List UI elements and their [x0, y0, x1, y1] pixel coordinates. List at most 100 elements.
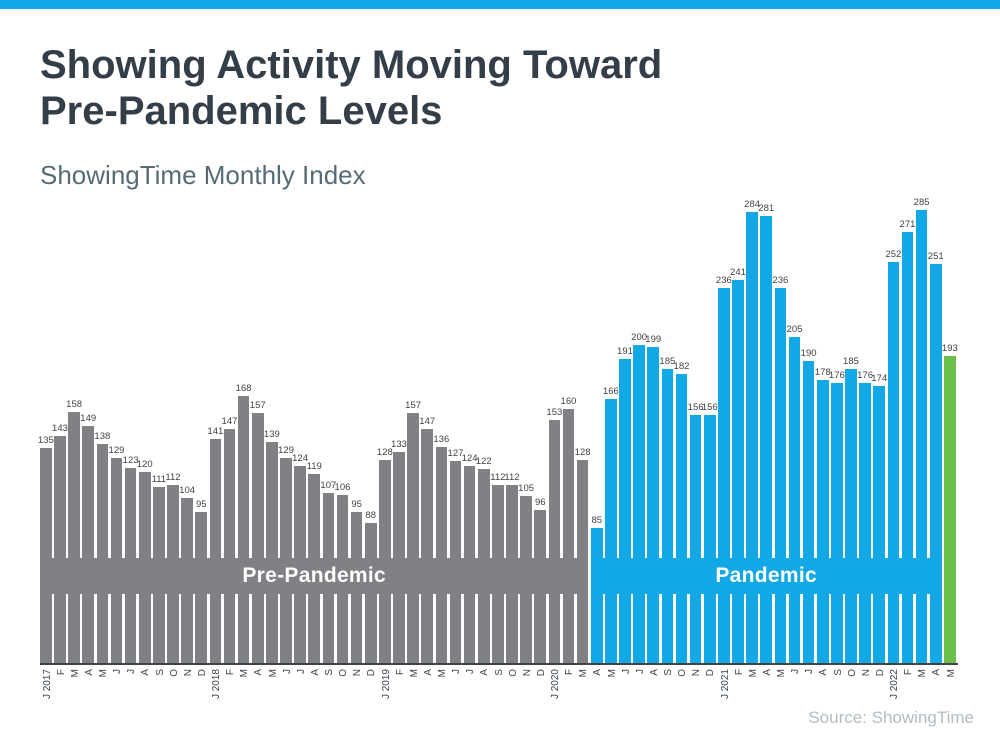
bar-slot: 143	[52, 210, 68, 663]
x-axis-cell: N	[351, 665, 365, 725]
x-axis-label: N	[182, 669, 194, 677]
bar-value-label: 111	[151, 473, 167, 485]
bar-slot: 129	[278, 210, 294, 663]
bar-value-label: 185	[659, 355, 676, 367]
x-axis-cell: A	[647, 665, 661, 725]
x-axis-label: J	[790, 669, 802, 674]
x-axis-label: J 2019	[380, 669, 392, 700]
x-axis-label: J	[112, 669, 124, 674]
x-axis-label: M	[437, 669, 449, 678]
bar-value-label: 120	[136, 459, 153, 471]
x-axis-label: M	[776, 669, 788, 678]
bar-value-label: 200	[631, 332, 648, 344]
bar-n-58: 176	[857, 370, 873, 663]
bar-j-2018-12: 141	[207, 426, 223, 663]
bar-a-15: 157	[250, 400, 266, 663]
bar-value-label: 149	[80, 413, 97, 425]
x-axis-cell: O	[167, 665, 181, 725]
bar-value-label: 128	[376, 446, 393, 458]
plot-area: 135 143 158 149 138 129 123 120 111 112 104 95 141 14…	[38, 197, 958, 663]
bar-n-46: 156	[688, 402, 704, 663]
bar-value-label: 190	[800, 348, 817, 360]
bar-value-label: 153	[546, 406, 563, 418]
bar-m-26: 157	[405, 400, 421, 663]
bar-value-label: 107	[320, 479, 337, 491]
bar-value-label: 96	[534, 497, 546, 509]
x-axis-label: J 2017	[41, 669, 53, 700]
source-credit: Source: ShowingTime	[808, 708, 974, 727]
x-axis-cell: M	[238, 665, 252, 725]
bar-value-label: 105	[518, 483, 535, 495]
bar-slot: 166	[603, 210, 619, 663]
x-axis-label: O	[677, 669, 689, 677]
x-axis-cell: D	[365, 665, 379, 725]
bar-value-label: 199	[645, 333, 662, 345]
bar-slot: 106	[334, 210, 351, 663]
x-axis-label: A	[931, 669, 943, 676]
bar-slot: 168	[236, 210, 252, 663]
bar-slot: 157	[250, 210, 266, 663]
x-axis-cell: J	[464, 665, 478, 725]
bar-f-25: 133	[391, 439, 407, 663]
x-axis-cell: N	[181, 665, 195, 725]
x-axis-cell: J	[450, 665, 464, 725]
bar-value-label: 139	[263, 429, 280, 441]
x-axis-label: D	[874, 669, 886, 677]
bar-slot: 112	[165, 210, 181, 663]
x-axis-label: D	[366, 669, 378, 677]
x-axis-cell: M	[436, 665, 450, 725]
x-axis-cell: J 2020	[549, 665, 563, 725]
bar-value-label: 236	[715, 274, 732, 286]
bar-slot: 124	[462, 210, 478, 663]
x-axis-label: N	[352, 669, 364, 677]
x-axis-label: M	[98, 669, 110, 678]
x-axis-cell: A	[591, 665, 605, 725]
x-axis-label: O	[507, 669, 519, 677]
bar-slot: 185	[659, 210, 676, 663]
bar-slot: 178	[815, 210, 831, 663]
bar-slot: 285	[914, 197, 930, 663]
bar-value-label: 119	[306, 460, 322, 472]
bar-slot: 123	[122, 210, 139, 663]
x-axis-label: F	[394, 669, 406, 676]
bar-value-label: 106	[334, 481, 351, 493]
x-axis-label: M	[747, 669, 759, 678]
bar-slot: 139	[264, 210, 280, 663]
x-axis-label: D	[705, 669, 717, 677]
bar-slot: 156	[688, 210, 704, 663]
x-axis-cell: S	[492, 665, 506, 725]
x-axis-label: A	[422, 669, 434, 676]
bar-slot: 105	[518, 210, 535, 663]
bar-slot: 147	[419, 210, 435, 663]
x-axis-label: A	[83, 669, 95, 676]
x-axis-label: S	[324, 669, 336, 676]
bar-value-label: 123	[122, 454, 139, 466]
x-axis-label: N	[860, 669, 872, 677]
bar-value-label: 158	[66, 398, 83, 410]
x-axis-cell: F	[563, 665, 577, 725]
x-axis-cell: A	[308, 665, 322, 725]
bar-slot: 135	[38, 210, 54, 663]
bar-slot: 185	[843, 210, 859, 663]
x-axis-label: A	[761, 669, 773, 676]
x-axis-label: S	[832, 669, 844, 676]
bar-value-label: 112	[504, 471, 520, 483]
x-axis-cell: A	[478, 665, 492, 725]
x-axis-label: F	[564, 669, 576, 676]
bar-slot: 241	[730, 210, 746, 663]
x-axis-label: O	[168, 669, 180, 677]
chart-subtitle: ShowingTime Monthly Index	[40, 160, 366, 190]
bar-slot: 147	[222, 210, 238, 663]
x-axis-cell: A	[139, 665, 153, 725]
x-axis-label: M	[239, 669, 251, 678]
x-axis-label: J 2018	[211, 669, 223, 700]
x-axis-label: D	[196, 669, 208, 677]
bar-m-16: 139	[264, 429, 280, 663]
bar-slot: 124	[292, 210, 308, 663]
x-axis-label: J	[620, 669, 632, 674]
bar-value-label: 122	[475, 456, 492, 468]
bar-slot: 141	[207, 210, 224, 663]
bar-slot: 136	[433, 210, 450, 663]
bar-value-label: 174	[871, 373, 888, 385]
x-axis-cell: M	[746, 665, 760, 725]
